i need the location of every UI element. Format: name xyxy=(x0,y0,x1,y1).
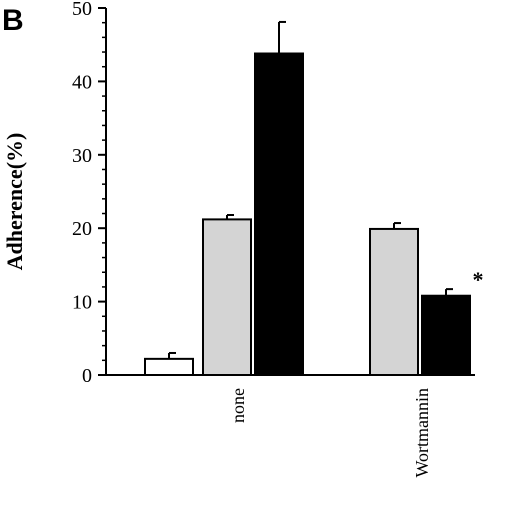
bar xyxy=(369,227,419,376)
panel-letter: B xyxy=(2,4,24,37)
category-label: none xyxy=(228,388,248,423)
y-tick-label: 10 xyxy=(72,292,92,314)
category-label: Wortmannin xyxy=(412,388,432,478)
bars: none * Wortmannin xyxy=(144,20,484,478)
y-tick-label: 40 xyxy=(72,71,92,93)
bar xyxy=(144,357,194,376)
bar xyxy=(421,294,471,376)
y-axis-title: Adherence(%) xyxy=(2,133,27,271)
bar xyxy=(202,218,252,376)
y-tick-label: 0 xyxy=(82,365,92,387)
y-tick-label: 50 xyxy=(72,0,92,20)
y-tick-label: 20 xyxy=(72,218,92,240)
significance-annotation: * xyxy=(473,267,484,292)
bar xyxy=(254,52,304,377)
y-tick-label: 30 xyxy=(72,145,92,167)
